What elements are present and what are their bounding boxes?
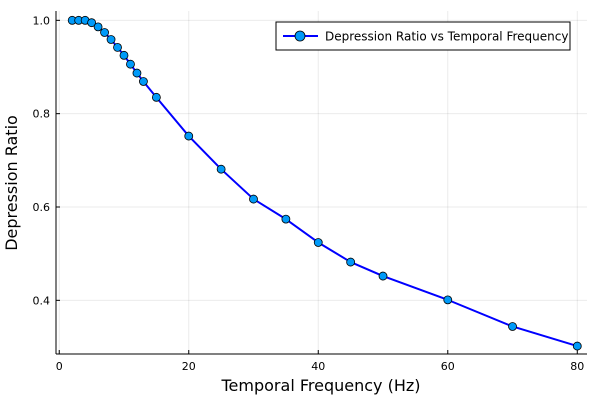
data-point [93, 22, 103, 32]
y-axis-label: Depression Ratio [2, 115, 21, 251]
x-axis-label: Temporal Frequency (Hz) [221, 376, 421, 395]
y-tick-labels: 0.4 0.6 0.8 1.0 [33, 14, 60, 307]
data-point [281, 214, 291, 224]
y-tick-label: 0.4 [33, 294, 51, 307]
grid [56, 11, 587, 354]
data-point [216, 164, 226, 174]
data-point [508, 322, 517, 331]
data-point [249, 194, 258, 204]
x-tick-label: 40 [311, 360, 325, 373]
data-point [106, 35, 116, 44]
x-tick-label: 20 [182, 360, 196, 373]
legend: Depression Ratio vs Temporal Frequency [275, 21, 571, 51]
data-point [346, 257, 356, 267]
data-point [313, 238, 323, 247]
y-tick-label: 1.0 [33, 14, 51, 27]
legend-marker-sample [294, 30, 306, 42]
data-point [378, 271, 388, 281]
data-point [100, 28, 109, 37]
legend-label: Depression Ratio vs Temporal Frequency [325, 30, 568, 44]
x-tick-label: 60 [441, 360, 455, 373]
data-point [132, 68, 142, 78]
data-point [87, 18, 97, 28]
x-tick-label: 0 [56, 360, 63, 373]
series [67, 15, 582, 351]
series-line [72, 19, 578, 348]
data-point [151, 92, 161, 102]
y-tick-label: 0.6 [33, 201, 51, 214]
data-point [572, 341, 582, 351]
axes [55, 11, 587, 355]
y-tick-label: 0.8 [33, 108, 51, 121]
data-point [126, 59, 135, 69]
data-point [119, 50, 129, 60]
data-point [113, 43, 122, 52]
x-tick-label: 80 [570, 360, 584, 373]
data-point [443, 295, 453, 305]
data-point [139, 77, 148, 86]
legend-box [275, 21, 571, 51]
data-point [184, 131, 194, 141]
x-tick-labels: 0 20 40 60 80 [56, 350, 584, 373]
